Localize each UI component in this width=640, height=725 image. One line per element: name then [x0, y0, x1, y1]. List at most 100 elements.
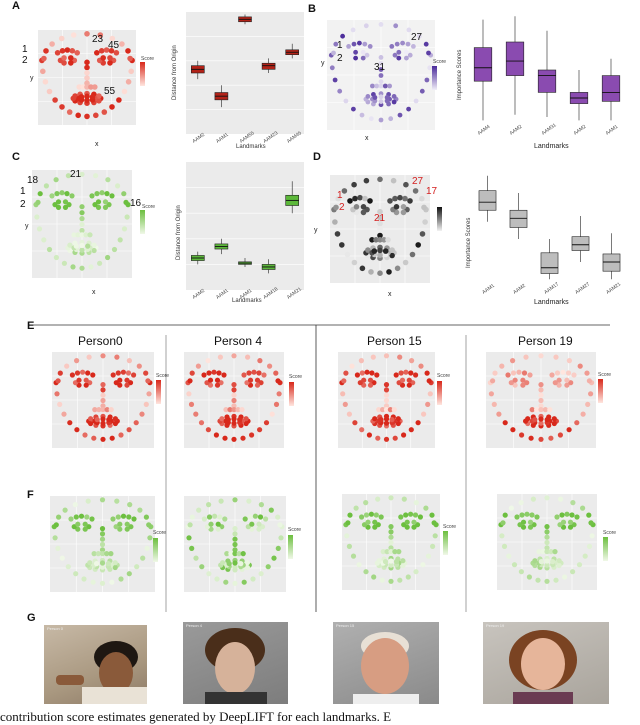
landmark-point — [356, 562, 362, 568]
landmark-point — [383, 407, 390, 413]
landmark-point — [527, 524, 534, 530]
landmark-point — [206, 514, 213, 520]
landmark-point — [89, 193, 95, 199]
landmark-point — [571, 372, 577, 378]
annotation-c-1: 1 — [20, 186, 26, 197]
landmark-point — [371, 574, 377, 580]
landmark-point — [108, 551, 114, 557]
axis-x-label-a: x — [95, 141, 99, 148]
landmark-point — [87, 232, 93, 238]
landmark-point — [110, 372, 116, 378]
landmark-point — [83, 232, 89, 238]
landmark-point — [112, 564, 118, 571]
landmark-point — [88, 264, 94, 270]
landmark-point — [232, 526, 238, 532]
landmark-point — [378, 99, 384, 104]
landmark-point — [54, 391, 60, 397]
landmark-point — [79, 204, 85, 210]
landmark-point — [529, 512, 535, 518]
face-plot-b — [327, 20, 437, 130]
landmark-point — [90, 372, 96, 378]
landmark-point — [256, 370, 262, 376]
landmark-point — [548, 435, 554, 441]
landmark-point — [49, 41, 55, 47]
landmark-point — [100, 353, 106, 359]
landmark-point — [100, 397, 106, 404]
landmark-point — [93, 173, 99, 179]
landmark-point — [124, 377, 130, 383]
landmark-point — [81, 576, 87, 582]
landmark-point — [352, 420, 358, 426]
landmark-point — [404, 49, 409, 55]
landmark-point — [49, 193, 55, 199]
landmark-point — [214, 377, 221, 383]
landmark-point — [75, 112, 81, 119]
panel-label-d: D — [313, 151, 321, 163]
landmark-point — [368, 511, 374, 517]
landmark-point — [217, 354, 223, 360]
landmark-point — [382, 248, 389, 254]
landmark-point — [385, 237, 391, 243]
landmark-point — [114, 354, 120, 360]
landmark-point — [79, 265, 85, 271]
landmark-point — [211, 369, 217, 375]
landmark-point — [418, 363, 424, 369]
landmark-point — [120, 369, 126, 375]
person-title-4: Person 4 — [214, 334, 263, 348]
landmark-point — [564, 382, 570, 388]
face-plot-c — [32, 170, 145, 278]
landmark-point — [84, 75, 90, 81]
landmark-point — [377, 226, 383, 233]
landmark-point — [334, 231, 341, 237]
landmark-point — [62, 199, 69, 205]
landmark-point — [104, 191, 110, 197]
landmark-point — [432, 533, 438, 539]
color-legend-bar — [437, 207, 442, 231]
landmark-point — [99, 560, 106, 566]
landmark-point — [136, 363, 142, 369]
landmark-point — [109, 579, 115, 585]
landmark-point — [57, 370, 63, 376]
landmark-point — [247, 377, 254, 383]
landmark-point — [378, 22, 384, 27]
legend-title-e1: Score — [289, 374, 302, 380]
landmark-point — [205, 358, 211, 364]
landmark-point — [126, 571, 132, 577]
landmark-point — [195, 363, 201, 369]
landmark-point — [388, 562, 394, 568]
landmark-point — [564, 511, 570, 517]
landmark-point — [367, 382, 374, 388]
landmark-point — [400, 562, 406, 569]
landmark-point — [84, 97, 90, 104]
legend-title-f2: Score — [443, 524, 456, 530]
landmark-point — [265, 564, 271, 570]
landmark-point — [550, 559, 556, 565]
landmark-point — [83, 382, 89, 388]
landmark-point — [242, 516, 248, 522]
landmark-point — [406, 382, 412, 388]
box-ylabel-c: Distance from Origin — [176, 205, 182, 260]
landmark-point — [107, 60, 113, 66]
landmark-point — [351, 259, 358, 266]
landmark-point — [79, 171, 85, 177]
legend-title-f1: Score — [288, 527, 301, 533]
landmark-point — [353, 505, 359, 511]
landmark-point — [393, 372, 399, 378]
landmark-point — [96, 98, 102, 104]
landmark-point — [267, 363, 273, 369]
landmark-point — [100, 382, 106, 388]
landmark-point — [426, 50, 431, 56]
annotation-b-31: 31 — [374, 62, 386, 73]
landmark-point — [542, 407, 549, 413]
landmark-point — [344, 533, 350, 539]
landmark-point — [224, 551, 230, 557]
landmark-point — [91, 551, 97, 557]
landmark-point — [36, 226, 43, 232]
landmark-point — [390, 177, 397, 184]
landmark-point — [98, 48, 105, 54]
landmark-point — [238, 561, 244, 567]
landmark-point — [369, 237, 375, 243]
landmark-point — [580, 505, 586, 511]
landmark-point — [140, 555, 146, 561]
landmark-point — [413, 569, 419, 575]
